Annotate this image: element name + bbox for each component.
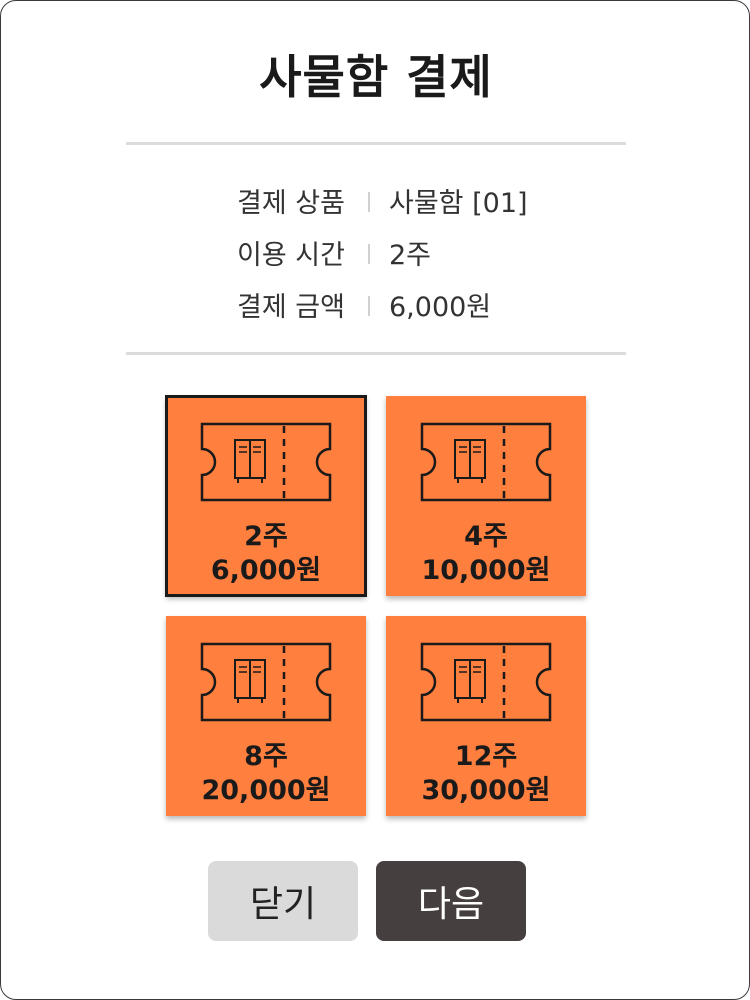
option-price: 6,000원 — [210, 555, 322, 586]
locker-ticket-icon — [420, 642, 552, 722]
info-separator — [368, 296, 370, 316]
info-value: 2주 — [389, 240, 432, 271]
info-row-amount: 결제 금액 6,000원 — [1, 285, 750, 325]
option-card-12-weeks[interactable]: 12주 30,000원 — [386, 616, 586, 816]
close-button[interactable]: 닫기 — [208, 861, 358, 941]
option-period: 2주 — [244, 521, 288, 552]
option-card-8-weeks[interactable]: 8주 20,000원 — [166, 616, 366, 816]
info-value: 6,000원 — [389, 292, 492, 323]
option-period: 8주 — [244, 741, 288, 772]
dialog-title: 사물함 결제 — [259, 50, 493, 104]
option-period: 12주 — [454, 741, 518, 772]
next-button[interactable]: 다음 — [376, 861, 526, 941]
info-row-product: 결제 상품 사물함 [01] — [1, 181, 750, 221]
top-divider — [126, 142, 626, 145]
option-period: 4주 — [464, 521, 508, 552]
option-price: 10,000원 — [421, 555, 551, 586]
locker-ticket-icon — [200, 642, 332, 722]
option-price: 30,000원 — [421, 775, 551, 806]
option-card-2-weeks[interactable]: 2주 6,000원 — [165, 395, 367, 597]
info-label: 이용 시간 — [237, 240, 345, 271]
option-price: 20,000원 — [201, 775, 331, 806]
info-label: 결제 금액 — [237, 292, 345, 323]
locker-ticket-icon — [420, 422, 552, 502]
info-row-duration: 이용 시간 2주 — [1, 233, 750, 273]
info-separator — [368, 192, 370, 212]
locker-ticket-icon — [200, 422, 332, 502]
info-label: 결제 상품 — [237, 188, 345, 219]
info-separator — [368, 244, 370, 264]
bottom-divider — [126, 352, 626, 355]
info-value: 사물함 [01] — [389, 188, 528, 219]
option-card-4-weeks[interactable]: 4주 10,000원 — [386, 396, 586, 596]
